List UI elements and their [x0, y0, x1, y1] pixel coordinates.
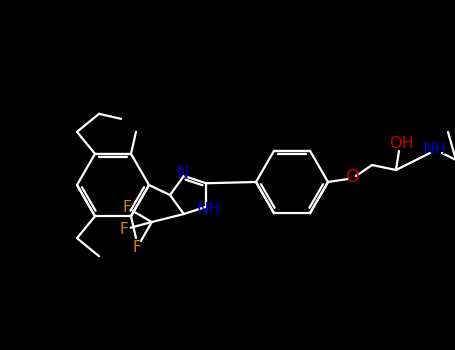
Text: N: N [177, 167, 189, 182]
Text: OH: OH [389, 136, 413, 152]
Text: F: F [119, 222, 128, 237]
Text: F: F [122, 200, 131, 215]
Text: NH: NH [196, 202, 220, 217]
Text: F: F [133, 240, 142, 255]
Text: O: O [346, 168, 360, 186]
Text: NH: NH [422, 142, 446, 158]
